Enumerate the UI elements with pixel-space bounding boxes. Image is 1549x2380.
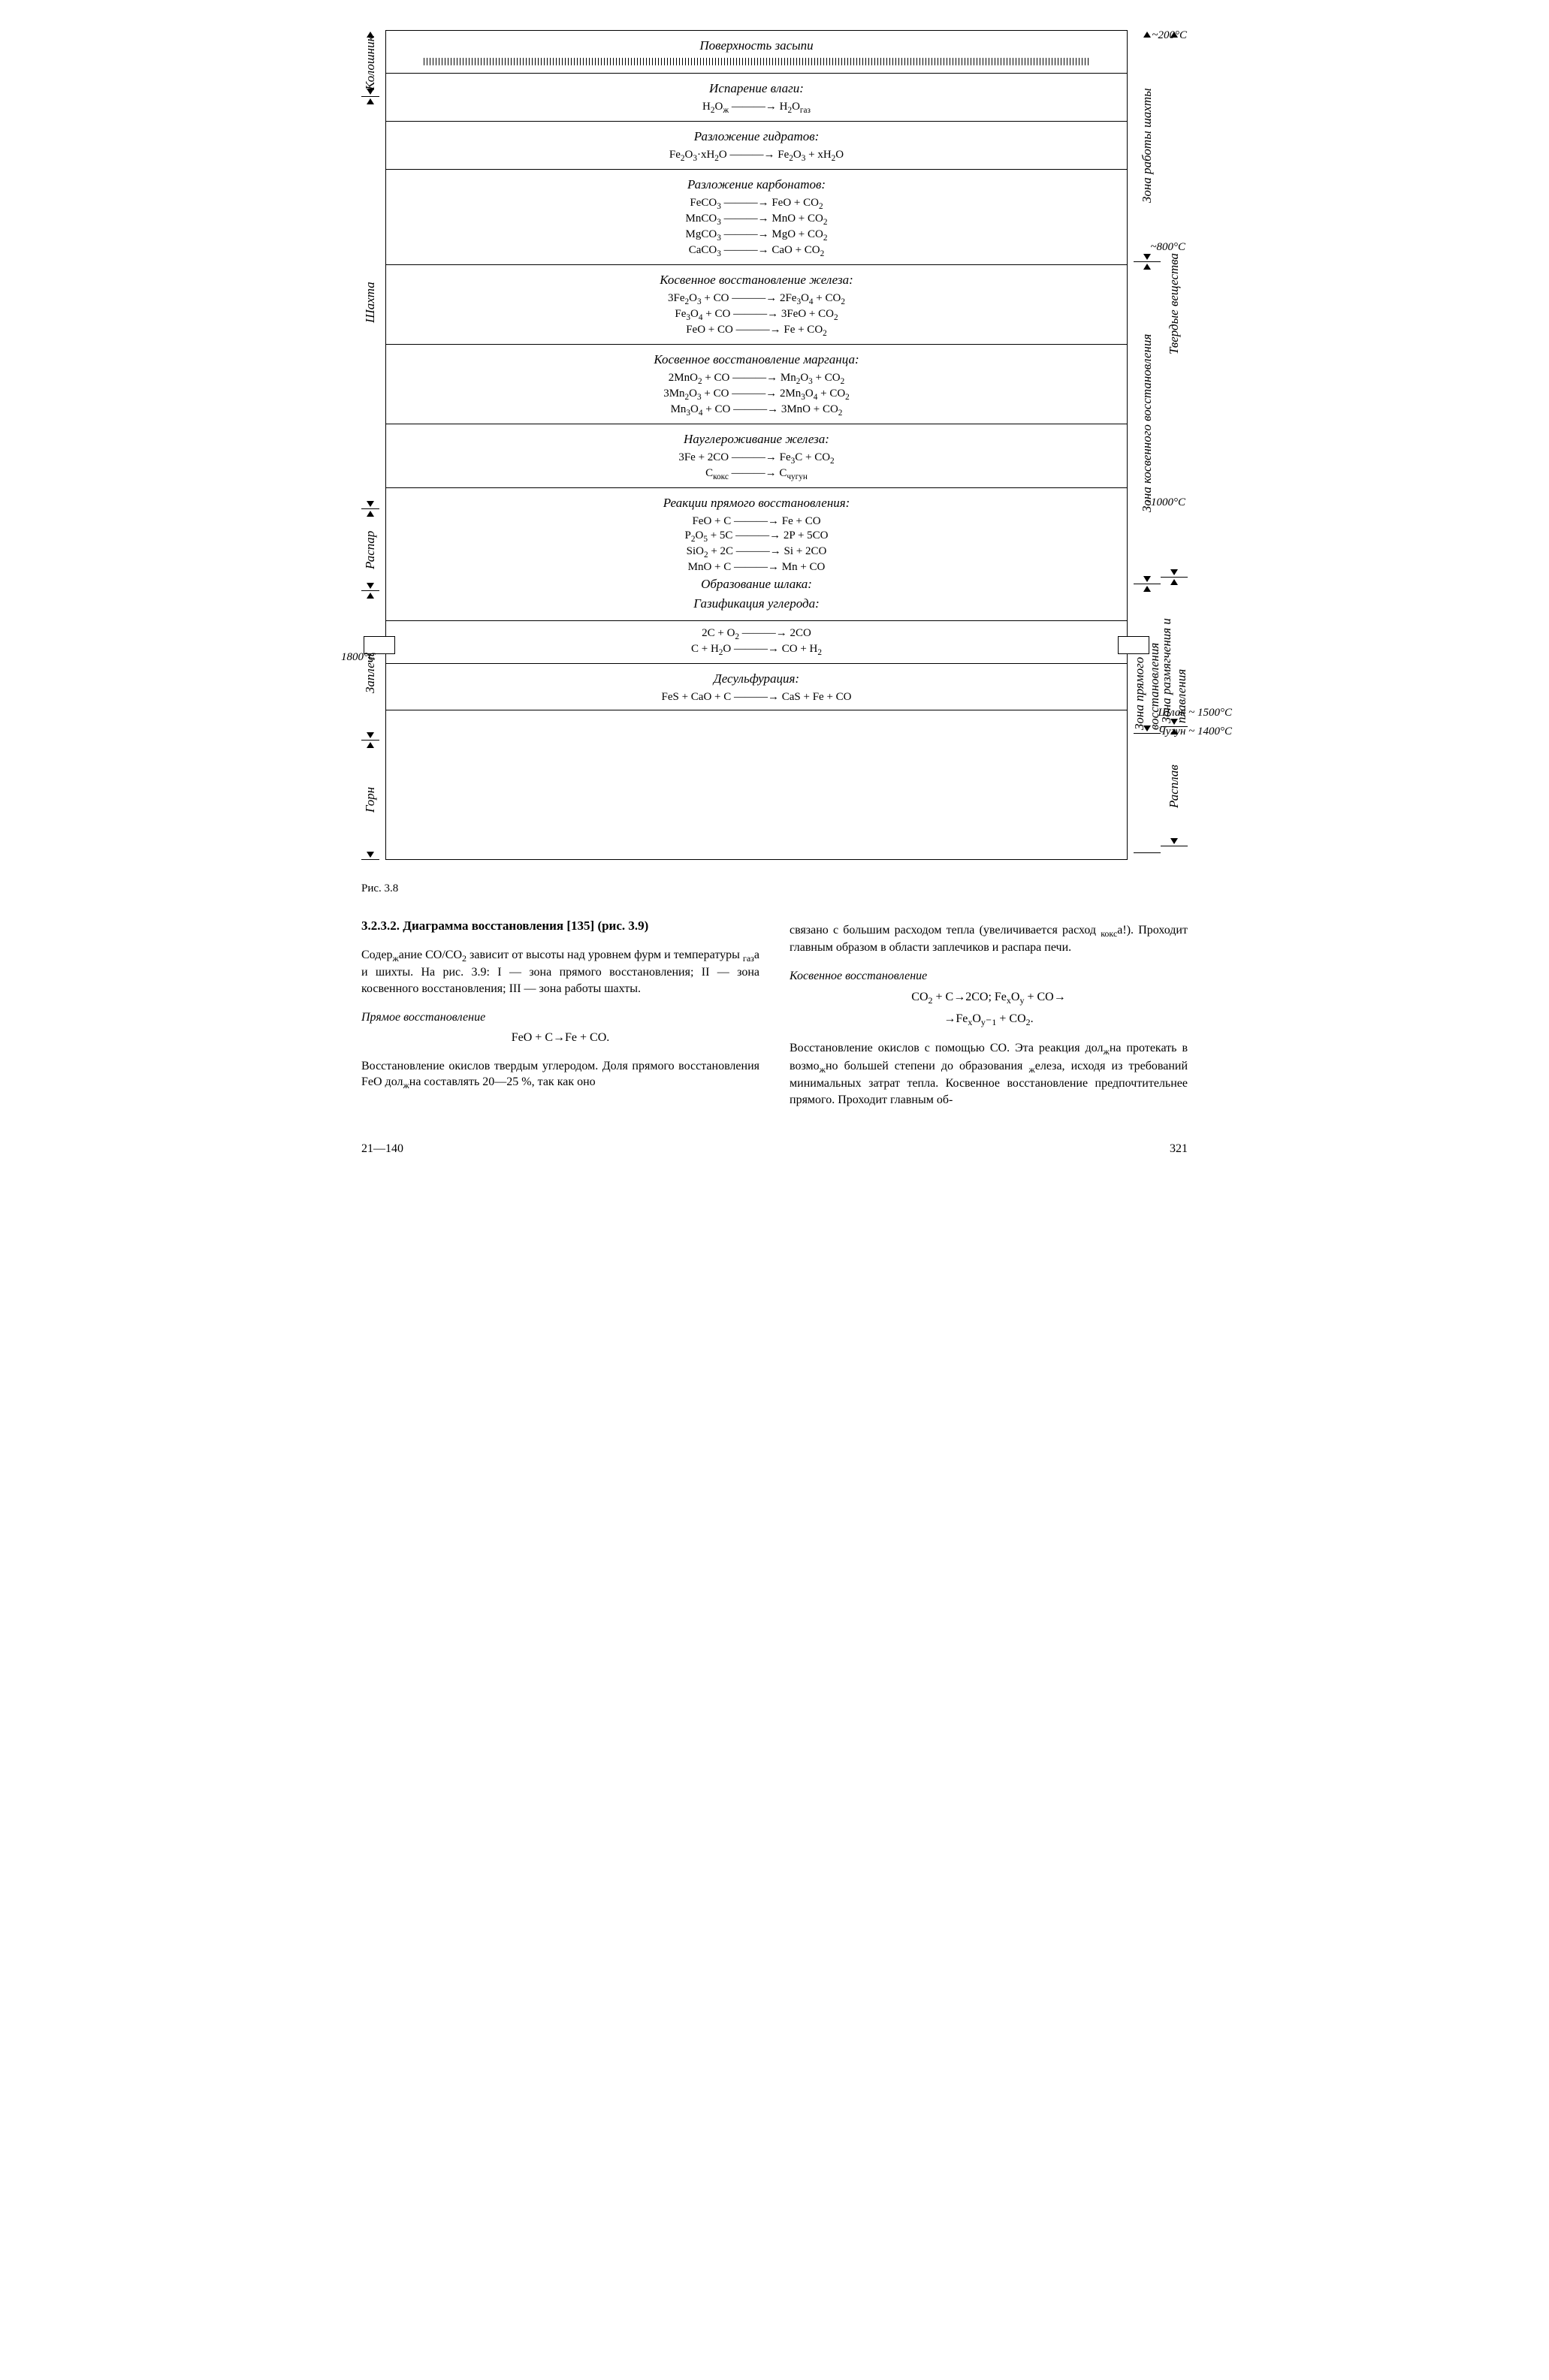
reaction: Cкокс ———→ Cчугун [394,467,1119,481]
zone-title: Науглероживание железа: [394,432,1119,447]
subheading: Прямое восстановление [361,1009,759,1026]
reaction: Fe2O3·xH2O ———→ Fe2O3 + xH2O [394,149,1119,163]
reaction: FeCO3 ———→ FeO + CO2 [394,197,1119,211]
right-state-label: Расплав [1161,727,1188,846]
reaction: FeO + CO ———→ Fe + CO2 [394,324,1119,338]
furnace-zone: Испарение влаги: H2Oж ———→ H2Oгаз [386,74,1127,122]
right-state-label: Зона размягчения и плавления [1161,578,1188,727]
reaction: MgCO3 ———→ MgO + CO2 [394,228,1119,243]
reaction: Fe3O4 + CO ———→ 3FeO + CO2 [394,308,1119,322]
right-state-label: Твердые вещества [1161,30,1188,578]
paragraph: Содержание CO/CO2 зависит от высоты над … [361,947,759,997]
right-zone-labels-b: Твердые веществаЗона размягчения и плавл… [1161,30,1188,860]
column-right: связано с большим расходом тепла (увелич… [790,910,1188,1120]
right-zone-label: Зона косвенного восстановления [1134,262,1161,584]
zone-title: Образование шлака: [394,577,1119,592]
equation: FeO + C→Fe + CO. [361,1030,759,1046]
reaction: CaCO3 ———→ CaO + CO2 [394,244,1119,258]
zone-title: Разложение гидратов: [394,129,1119,144]
right-zone-label [1134,734,1161,853]
furnace-zone: Поверхность засыпи [386,31,1127,74]
paragraph: связано с большим расходом тепла (увелич… [790,922,1188,956]
furnace-zone: Разложение карбонатов: FeCO3 ———→ FeO + C… [386,170,1127,265]
reaction: 3Fe2O3 + CO ———→ 2Fe3O4 + CO2 [394,292,1119,306]
reaction: C + H2O ———→ CO + H2 [394,643,1119,657]
right-zone-label: Зона прямого восстановления [1134,584,1161,734]
reaction: Mn3O4 + CO ———→ 3MnO + CO2 [394,403,1119,418]
furnace-zone: Разложение гидратов: Fe2O3·xH2O ———→ Fe2O… [386,122,1127,170]
reaction: MnCO3 ———→ MnO + CO2 [394,213,1119,227]
zone-title: Десульфурация: [394,671,1119,686]
zone-title: Испарение влаги: [394,81,1119,96]
section-heading: 3.2.3.2. Диаграмма восстановления [135] … [361,918,759,935]
reaction: FeS + CaO + C ———→ CaS + Fe + CO [394,691,1119,704]
right-zone-labels-a: Зона работы шахтыЗона косвенного восстан… [1134,30,1161,860]
tuyere-temp: 1800°С [341,651,376,664]
figure-caption: Рис. 3.8 [361,882,1188,895]
furnace-zone: 2C + O2 ———→ 2COC + H2O ———→ CO + H21800… [386,621,1127,664]
reaction: 2C + O2 ———→ 2CO [394,627,1119,641]
left-section-label: Колошник [361,30,379,97]
page-footer: 21—140 321 [361,1142,1188,1156]
footer-left: 21—140 [361,1142,403,1156]
reaction: FeO + C ———→ Fe + CO [394,515,1119,528]
reaction: 2MnO2 + CO ———→ Mn2O3 + CO2 [394,372,1119,386]
zone-title: Газификация углерода: [394,596,1119,611]
reaction: 3Mn2O3 + CO ———→ 2Mn3O4 + CO2 [394,388,1119,402]
furnace-zone: Науглероживание железа: 3Fe + 2CO ———→ Fe… [386,424,1127,488]
left-section-label: Горн [361,741,379,860]
furnace-zone: Косвенное восстановление марганца: 2MnO2 … [386,345,1127,424]
zone-title: Реакции прямого восстановления: [394,496,1119,511]
reaction: MnO + C ———→ Mn + CO [394,561,1119,574]
furnace-zone: Косвенное восстановление железа: 3Fe2O3 +… [386,265,1127,345]
equation: →FexOy₋1 + CO2. [790,1011,1188,1028]
zone-title: Косвенное восстановление железа: [394,273,1119,288]
text-columns: 3.2.3.2. Диаграмма восстановления [135] … [361,910,1188,1120]
zone-title: Разложение карбонатов: [394,177,1119,192]
equation: CO2 + C→2CO; FexOy + CO→ [790,989,1188,1006]
left-section-labels: КолошникШахтаРаспарЗаплечикиГорн [361,30,379,860]
reaction: P2O5 + 5C ———→ 2P + 5CO [394,529,1119,544]
paragraph: Восстановление окислов с помощью CO. Эта… [790,1040,1188,1108]
right-zone-label: Зона работы шахты [1134,30,1161,262]
page-number: 321 [1170,1142,1188,1156]
column-left: 3.2.3.2. Диаграмма восстановления [135] … [361,910,759,1120]
furnace-body: ~200°С Поверхность засыпиИспарение влаги… [385,30,1128,860]
furnace-zone: Реакции прямого восстановления: FeO + C —… [386,488,1127,621]
charge-surface-hatch [424,58,1089,65]
blast-furnace-diagram: КолошникШахтаРаспарЗаплечикиГорн ~200°С … [361,30,1188,860]
reaction: SiO2 + 2C ———→ Si + 2CO [394,545,1119,560]
subheading: Косвенное восстановление [790,968,1188,985]
furnace-zone: Десульфурация: FeS + CaO + C ———→ CaS + F… [386,664,1127,710]
reaction: 3Fe + 2CO ———→ Fe3C + CO2 [394,451,1119,466]
left-section-label: Шахта [361,97,379,509]
zone-title: Поверхность засыпи [394,38,1119,53]
left-section-label: Заплечики [361,591,379,741]
left-section-label: Распар [361,509,379,591]
zone-title: Косвенное восстановление марганца: [394,352,1119,367]
paragraph: Восстановление окислов твердым углеродом… [361,1058,759,1092]
reaction: H2Oж ———→ H2Oгаз [394,101,1119,115]
